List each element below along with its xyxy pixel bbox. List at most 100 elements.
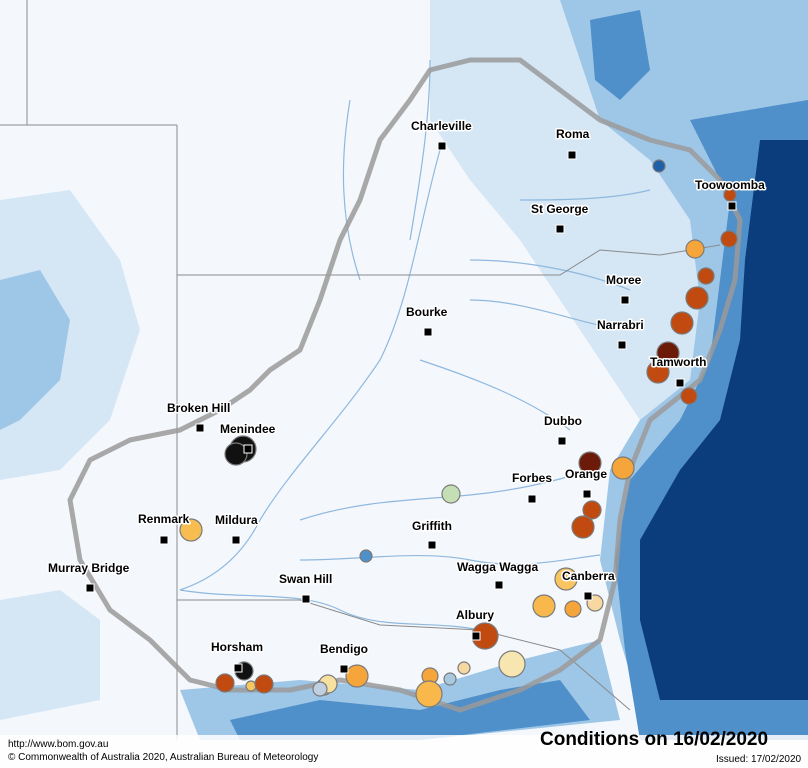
fire-marker: [312, 681, 328, 697]
fire-marker: [720, 230, 738, 248]
footer-backdrop: [0, 735, 808, 768]
river-macquarie: [419, 359, 571, 431]
fire-marker: [215, 673, 235, 693]
town-marker: [675, 378, 685, 388]
fire-marker: [245, 680, 257, 692]
town-marker: [85, 583, 95, 593]
fire-marker: [443, 672, 457, 686]
town-label: Bendigo: [320, 642, 368, 656]
town-marker: [231, 535, 241, 545]
town-label: Mildura: [215, 513, 258, 527]
town-label: Griffith: [412, 519, 452, 533]
town-label: Albury: [456, 608, 494, 622]
town-marker: [527, 494, 537, 504]
fire-marker: [611, 456, 635, 480]
town-squares: [85, 141, 737, 674]
town-marker: [567, 150, 577, 160]
fire-marker: [498, 650, 526, 678]
town-label: Narrabri: [597, 318, 644, 332]
town-label: Moree: [606, 273, 642, 287]
town-label: Menindee: [220, 422, 276, 436]
fire-marker: [670, 311, 694, 335]
town-marker: [471, 631, 481, 641]
fire-marker: [723, 188, 737, 202]
fire-marker: [697, 267, 715, 285]
town-label: Wagga Wagga: [457, 560, 538, 574]
fire-marker: [680, 387, 698, 405]
fire-marker: [656, 341, 680, 365]
town-marker: [423, 327, 433, 337]
issued-date: Issued: 17/02/2020: [716, 754, 802, 765]
shade-qld-patch: [590, 10, 650, 100]
town-marker: [557, 436, 567, 446]
fire-marker: [179, 518, 203, 542]
town-label: Murray Bridge: [48, 561, 130, 575]
town-label: Toowoomba: [695, 178, 765, 192]
town-marker: [195, 423, 205, 433]
town-marker: [437, 141, 447, 151]
fire-marker: [646, 360, 670, 384]
fire-marker: [224, 442, 248, 466]
copyright-notice: © Commonwealth of Australia 2020, Austra…: [8, 752, 318, 763]
source-url: http://www.bom.gov.au: [8, 739, 108, 750]
rivers: [179, 59, 651, 631]
fire-marker: [578, 451, 602, 475]
town-marker: [243, 444, 253, 454]
river-condamine: [519, 189, 651, 201]
town-label: Tamworth: [650, 355, 706, 369]
river-namoi: [469, 299, 621, 331]
town-label: Bourke: [406, 305, 448, 319]
town-label: Canberra: [562, 569, 615, 583]
town-marker: [620, 295, 630, 305]
map-title: Conditions on 16/02/2020: [540, 729, 768, 750]
fire-marker: [685, 239, 705, 259]
fire-marker: [652, 159, 666, 173]
fire-marker: [359, 549, 373, 563]
town-label: Dubbo: [544, 414, 582, 428]
town-label: Roma: [556, 127, 590, 141]
river-gwydir: [469, 259, 631, 291]
fire-marker: [582, 500, 602, 520]
river-warrego: [409, 59, 431, 241]
river-darling: [179, 149, 441, 591]
town-label: St George: [531, 202, 589, 216]
basin-outline: [67, 57, 743, 713]
fire-marker: [554, 567, 578, 591]
town-marker: [583, 591, 593, 601]
town-label: Horsham: [211, 640, 263, 654]
town-label: Swan Hill: [279, 572, 332, 586]
river-paroo: [342, 99, 361, 281]
town-marker: [727, 201, 737, 211]
town-marker: [233, 663, 243, 673]
fire-marker: [254, 674, 274, 694]
town-marker: [159, 535, 169, 545]
shade-sa-gulf: [0, 590, 100, 720]
shade-west: [0, 190, 140, 480]
town-marker: [301, 594, 311, 604]
fire-marker: [532, 594, 556, 618]
fire-marker: [457, 661, 471, 675]
town-label: Orange: [565, 467, 607, 481]
shade-coast-dark: [640, 140, 808, 700]
town-marker: [494, 580, 504, 590]
fire-marker: [685, 286, 709, 310]
fire-marker: [441, 484, 461, 504]
fire-marker: [564, 600, 582, 618]
rainfall-shading: [0, 0, 808, 740]
border-qld-nsw: [177, 244, 721, 276]
town-marker: [339, 664, 349, 674]
river-murrumbidgee: [299, 554, 601, 565]
town-label: Renmark: [138, 512, 190, 526]
town-marker: [582, 489, 592, 499]
river-lachlan: [299, 469, 591, 521]
town-label: Charleville: [411, 119, 472, 133]
town-marker: [555, 224, 565, 234]
town-label: Broken Hill: [167, 401, 230, 415]
fire-marker: [415, 680, 443, 708]
town-label: Forbes: [512, 471, 552, 485]
shade-west-mid: [0, 270, 70, 430]
town-marker: [427, 540, 437, 550]
town-marker: [617, 340, 627, 350]
town-labels: Charleville Roma Toowoomba St George Mor…: [47, 118, 767, 658]
